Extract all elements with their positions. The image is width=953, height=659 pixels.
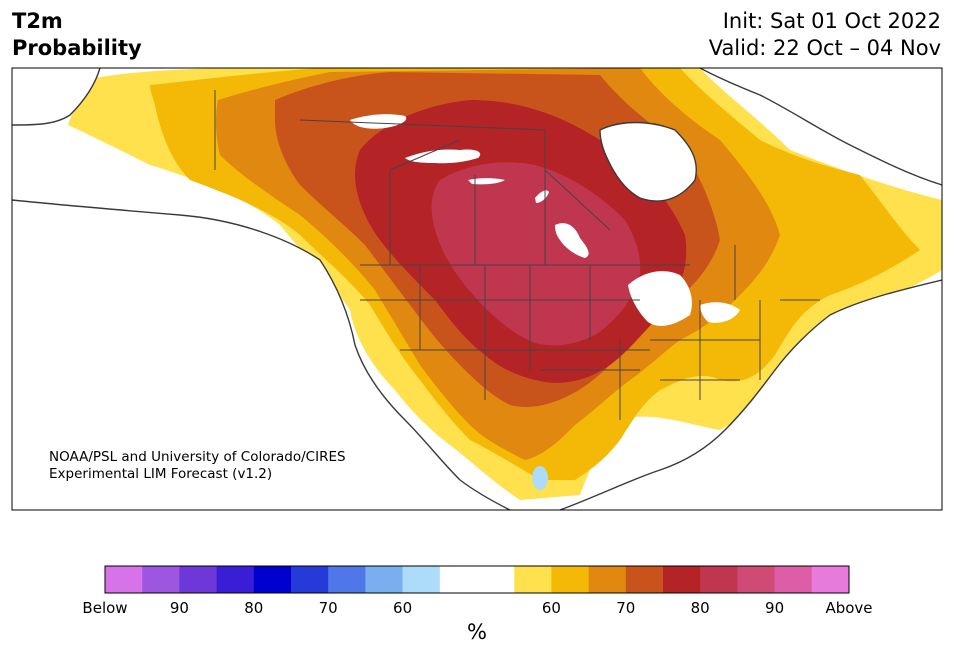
map-frame [11,67,943,511]
map-credit: NOAA/PSL and University of Colorado/CIRE… [49,449,346,483]
state-borders [214,90,820,420]
colorbar-tick-label: 60 [393,599,413,617]
credit-line-1: NOAA/PSL and University of Colorado/CIRE… [49,449,346,465]
colorbar-swatch [253,566,292,593]
colorbar-swatch [179,566,218,593]
colorbar-swatch [105,566,143,593]
colorbar-tick-label: 60 [541,599,561,617]
colorbar-tick-label: Above [825,599,873,617]
colorbar-swatch [477,566,515,593]
colorbar-tick-label: Below [82,599,128,617]
colorbar-swatch [774,566,813,593]
colorbar-tick-label: 80 [244,599,264,617]
credit-line-2: Experimental LIM Forecast (v1.2) [49,466,273,482]
region-below-60 [532,466,548,490]
alaska-north [12,68,100,125]
colorbar-unit-label: % [467,620,487,644]
arctic-channels [700,68,942,185]
colorbar-swatch [291,566,329,593]
colorbar-swatch [365,566,404,593]
atlantic-ocean [560,280,942,510]
colorbar-swatch [811,566,850,593]
colorbar-tick-label: 90 [765,599,785,617]
title-metric: Probability [12,36,142,60]
colorbar-swatch [142,566,180,593]
map-title: T2m Probability [12,8,142,62]
colorbar-swatch [402,566,441,593]
colorbar-swatch [551,566,590,593]
valid-range: Valid: 22 Oct – 04 Nov [708,36,941,60]
colorbar-swatch [328,566,366,593]
colorbar [104,565,850,594]
lake-athabasca [468,178,505,185]
great-slave-lake [405,149,481,164]
pacific-ocean [12,200,510,510]
colorbar-swatch [625,566,664,593]
hudson-bay [600,122,697,201]
great-lakes [628,271,740,326]
great-bear-lake [350,114,407,129]
colorbar-tick-label: 80 [690,599,710,617]
colorbar-tick-label: 90 [169,599,189,617]
colorbar-swatch [216,566,255,593]
colorbar-swatch [588,566,627,593]
colorbar-swatch [514,566,552,593]
coastlines [12,68,942,510]
colorbar-swatch [439,566,478,593]
colorbar-tick-label: 70 [318,599,338,617]
init-date: Init: Sat 01 Oct 2022 [722,9,941,33]
lake-winnipeg [555,223,589,258]
colorbar-swatch [663,566,701,593]
colorbar-swatch [700,566,738,593]
title-variable: T2m [12,9,63,33]
forecast-dates: Init: Sat 01 Oct 2022 Valid: 22 Oct – 04… [709,8,941,62]
colorbar-frame [104,565,850,594]
colorbar-swatch [737,566,776,593]
colorbar-tick-label: 70 [616,599,636,617]
